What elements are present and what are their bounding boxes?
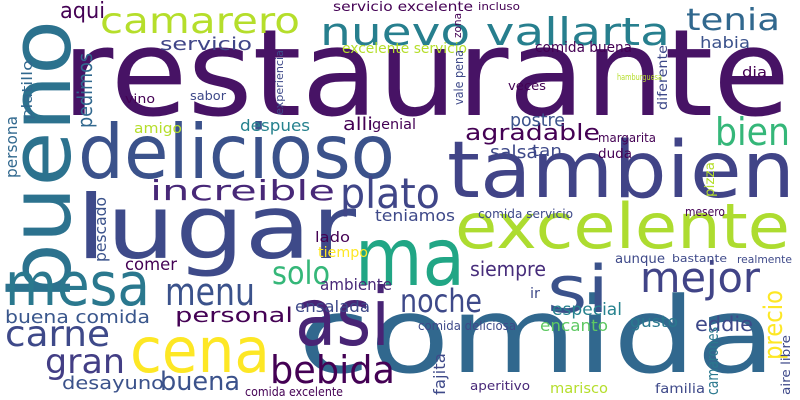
word: camarero — [100, 1, 300, 42]
word: genial — [372, 117, 416, 133]
word: duda — [598, 147, 632, 162]
word: teniamos — [375, 206, 455, 225]
word: tambien — [447, 126, 795, 216]
word: hamburguesa — [617, 73, 662, 83]
word: increible — [150, 174, 335, 207]
word: excelente — [455, 190, 790, 263]
word: margarita — [598, 131, 656, 145]
word: precio — [759, 290, 789, 360]
word: comida — [298, 275, 776, 397]
word: despues — [240, 116, 310, 135]
word: bebida — [270, 348, 395, 392]
word: aire libre — [779, 335, 793, 395]
word: aperitivo — [470, 379, 530, 393]
word: si — [547, 253, 609, 328]
word: servicio — [160, 34, 252, 55]
word: siempre — [470, 257, 546, 281]
word: tiempo — [318, 245, 368, 261]
word: comida buena — [535, 40, 632, 56]
word: marisco — [550, 381, 608, 397]
word: lado — [315, 230, 350, 246]
word: carne — [5, 314, 110, 355]
word: bueno — [0, 20, 91, 300]
word: dia — [742, 65, 767, 81]
word: asi — [295, 271, 390, 364]
word: pedimos — [73, 53, 97, 128]
word: buena — [160, 367, 240, 397]
word: salsa — [490, 142, 538, 163]
word: mesa — [5, 250, 150, 320]
word: solo — [272, 254, 330, 292]
word: ambiente — [320, 275, 392, 294]
word: comida servicio — [478, 207, 573, 221]
word: excelente servicio — [342, 41, 467, 57]
word: agradable — [465, 121, 600, 146]
word: encanto — [540, 316, 608, 335]
word: desayuno — [62, 373, 164, 394]
word: pizza — [703, 162, 718, 197]
word: sabor — [190, 89, 226, 103]
word: incluso — [478, 0, 520, 13]
word: eddie — [695, 312, 753, 336]
word: alli — [343, 114, 373, 135]
word: bastante — [672, 252, 727, 265]
word: realmente — [737, 253, 792, 266]
word: habia — [700, 33, 750, 52]
word: comida excelente — [245, 385, 343, 399]
word: menu — [165, 270, 255, 314]
word: mejor — [640, 253, 761, 302]
word: vino — [125, 92, 155, 106]
word: persona — [2, 116, 21, 178]
word: platillo — [20, 60, 36, 120]
word: veces — [508, 79, 546, 93]
word: especial — [552, 300, 622, 320]
word: comida deliciosa — [418, 319, 516, 333]
word: cena — [130, 314, 270, 387]
word: zona — [451, 13, 464, 38]
word: delicioso — [78, 108, 395, 196]
word: gran — [45, 342, 125, 382]
word: familia — [655, 382, 705, 397]
word: gusto — [630, 312, 678, 331]
word: ir — [530, 286, 540, 302]
word: fajita — [430, 353, 449, 395]
word: postre — [510, 110, 565, 131]
word: vale pena — [452, 50, 466, 105]
word: tan — [532, 141, 562, 160]
word: comer — [125, 255, 177, 275]
word: noche — [400, 282, 482, 320]
word: diferente — [656, 45, 671, 110]
word: bien — [715, 110, 790, 154]
word: camarones — [703, 327, 722, 395]
word: aunque — [615, 252, 665, 267]
word: nuevo vallarta — [320, 10, 670, 54]
word: servicio excelente — [333, 0, 473, 15]
word: amigo — [134, 121, 182, 137]
word: lugar — [76, 176, 357, 279]
word: personal — [175, 303, 293, 327]
word: buena comida — [5, 307, 150, 328]
word: experiencia — [273, 50, 286, 115]
word: aqui — [60, 0, 105, 24]
word: tenia — [686, 3, 780, 38]
word: pescado — [91, 197, 110, 262]
word: plato — [340, 169, 440, 218]
word: ensalada — [295, 297, 370, 316]
word: ma — [355, 211, 465, 304]
word: restaurante — [62, 5, 790, 144]
word: mesero — [685, 205, 725, 219]
